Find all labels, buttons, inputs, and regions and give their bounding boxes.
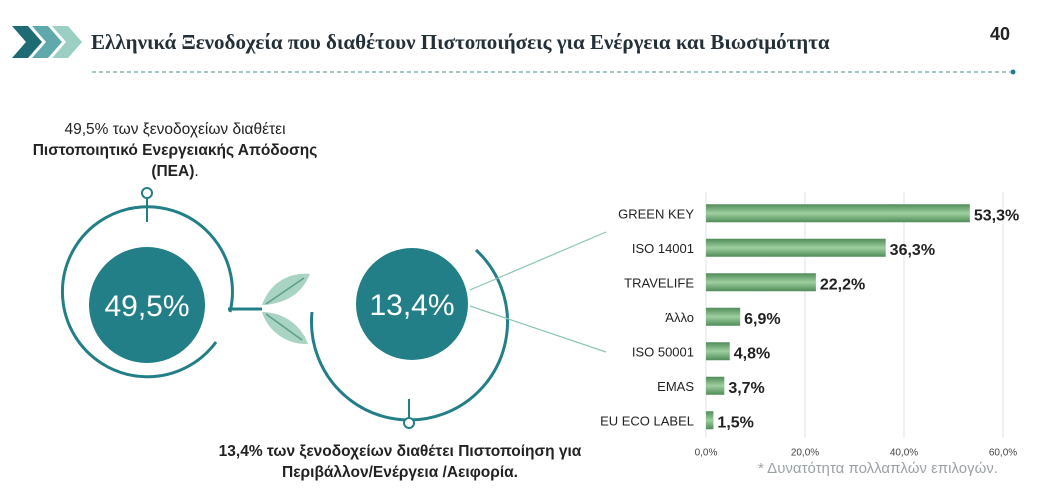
bar-value-label: 3,7%	[728, 380, 764, 397]
chevron-icon	[32, 26, 62, 58]
bar-value-label: 6,9%	[744, 311, 780, 328]
bar-value-label: 22,2%	[820, 276, 865, 293]
right-caption-pre: 13,4% των ξενοδοχείων διαθέτει	[218, 443, 459, 460]
page-title: Ελληνικά Ξενοδοχεία που διαθέτουν Πιστοπ…	[91, 30, 830, 54]
bar	[706, 376, 725, 395]
left-stat-circle	[89, 247, 205, 363]
category-label: EMAS	[657, 379, 694, 394]
right-ring	[310, 248, 509, 422]
category-label: EU ECO LABEL	[600, 413, 694, 428]
left-stat-caption: 49,5% των ξενοδοχείων διαθέτει Πιστοποιη…	[30, 119, 320, 182]
x-tick-label: 40,0%	[890, 448, 918, 459]
left-stat-value: 49,5%	[104, 290, 189, 323]
left-caption-bold: Πιστοποιητικό Ενεργειακής Απόδοσης (ΠΕΑ)	[32, 142, 318, 180]
bar	[706, 273, 816, 292]
x-tick-label: 20,0%	[791, 448, 819, 459]
x-tick-label: 60,0%	[989, 448, 1017, 459]
bracket-line-top	[469, 231, 607, 291]
leaf-vein	[265, 313, 303, 341]
bar-value-label: 53,3%	[974, 207, 1019, 224]
bar-value-label: 36,3%	[890, 242, 935, 259]
category-label: Άλλο	[665, 310, 694, 325]
right-stat-caption: 13,4% των ξενοδοχείων διαθέτει Πιστοποίη…	[190, 441, 610, 483]
left-ring	[60, 205, 234, 379]
header-chevrons	[12, 26, 82, 58]
bar	[706, 204, 970, 223]
category-label: ISO 50001	[632, 344, 694, 359]
left-caption-pre: 49,5% των ξενοδοχείων διαθέτει	[64, 121, 286, 138]
leaf-vein	[265, 277, 305, 305]
bar	[706, 342, 730, 361]
bottom-connector-dot	[403, 417, 415, 429]
bar	[706, 307, 741, 326]
left-connector-dot	[141, 187, 153, 199]
footnote: * Δυνατότητα πολλαπλών επιλογών.	[758, 460, 998, 477]
x-tick-label: 0,0%	[695, 448, 718, 459]
bar-value-label: 1,5%	[717, 414, 753, 431]
page-number: 40	[990, 24, 1011, 44]
bar-chart: GREEN KEY 53,3% ISO 14001 36,3% TRAVELIFE 22,…	[600, 192, 1019, 459]
bar-value-label: 4,8%	[734, 345, 770, 362]
right-stat-value: 13,4%	[369, 289, 454, 322]
category-label: TRAVELIFE	[624, 275, 694, 290]
category-label: ISO 14001	[632, 241, 694, 256]
bracket-line-bottom	[469, 305, 607, 353]
left-caption-post: .	[194, 163, 199, 180]
right-stat-circle	[356, 248, 468, 360]
header-divider	[92, 69, 1016, 75]
chevron-icon	[12, 26, 42, 58]
right-caption-bold: Πιστοποίηση για Περιβάλλον/Ενέργεια /Αει…	[282, 443, 582, 481]
bar	[706, 238, 886, 257]
bar	[706, 411, 714, 430]
chevron-icon	[52, 26, 82, 58]
category-label: GREEN KEY	[618, 206, 694, 221]
